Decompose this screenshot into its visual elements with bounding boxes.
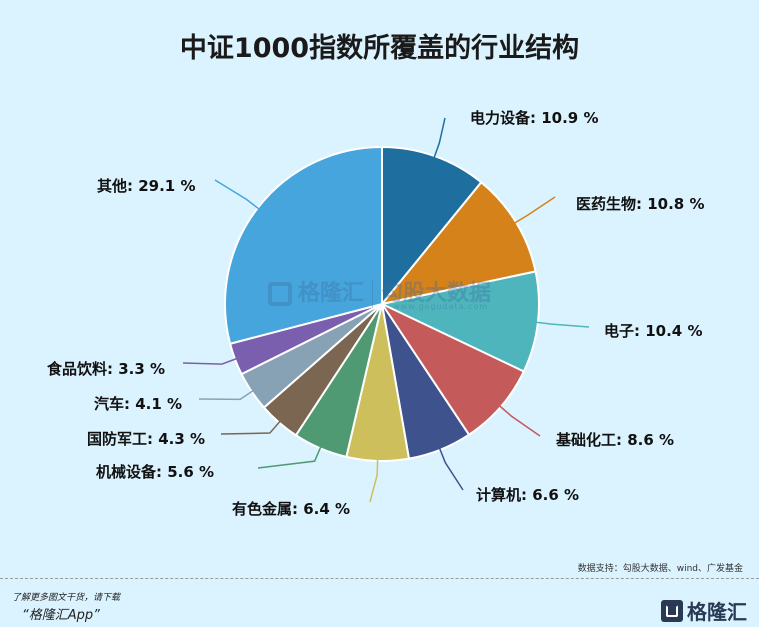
watermark-partner: 勾股大数据 bbox=[381, 281, 492, 306]
slice-label: 国防军工: 4.3 % bbox=[87, 430, 206, 448]
pie-chart bbox=[182, 117, 590, 503]
slice-label: 电子: 10.4 % bbox=[604, 322, 703, 340]
slice-label: 机械设备: 5.6 % bbox=[96, 463, 215, 481]
slice-label: 汽车: 4.1 % bbox=[94, 395, 183, 413]
slice-label: 医药生物: 10.8 % bbox=[576, 195, 705, 213]
leader-line bbox=[369, 458, 379, 503]
leader-line bbox=[257, 446, 322, 469]
slice-label: 其他: 29.1 % bbox=[97, 177, 196, 195]
slice-label: 计算机: 6.6 % bbox=[476, 486, 580, 504]
leader-line bbox=[214, 179, 260, 210]
slice-label: 有色金属: 6.4 % bbox=[232, 500, 351, 518]
brand-name: 格隆汇 bbox=[687, 600, 747, 624]
footer-divider bbox=[0, 578, 759, 579]
watermark-brand: 格隆汇 bbox=[298, 281, 365, 306]
watermark-url: www.gogudata.com bbox=[393, 302, 489, 311]
slice-label: 基础化工: 8.6 % bbox=[556, 431, 675, 449]
chart-title: 中证1000指数所覆盖的行业结构 bbox=[179, 33, 580, 64]
data-source: 数据支持：勾股大数据、wind、广发基金 bbox=[577, 564, 743, 574]
leader-line bbox=[182, 357, 238, 365]
brand-logo-icon bbox=[661, 599, 683, 622]
leader-line bbox=[438, 447, 464, 491]
promo-app-name: “格隆汇App” bbox=[22, 608, 100, 623]
leader-line bbox=[220, 420, 281, 435]
leader-line bbox=[433, 117, 446, 159]
brand-logo: 格隆汇 bbox=[661, 596, 747, 625]
leader-line bbox=[513, 196, 556, 224]
watermark-logo-icon bbox=[268, 282, 292, 306]
slice-label: 电力设备: 10.9 % bbox=[470, 109, 599, 127]
leader-line bbox=[498, 404, 541, 437]
promo-text: 了解更多图文干货，请下载 bbox=[12, 593, 121, 603]
leader-line bbox=[198, 389, 254, 401]
slice-label: 食品饮料: 3.3 % bbox=[47, 360, 166, 378]
watermark: 格隆汇 勾股大数据 www.gogudata.com bbox=[268, 275, 492, 311]
leader-line bbox=[535, 321, 590, 328]
